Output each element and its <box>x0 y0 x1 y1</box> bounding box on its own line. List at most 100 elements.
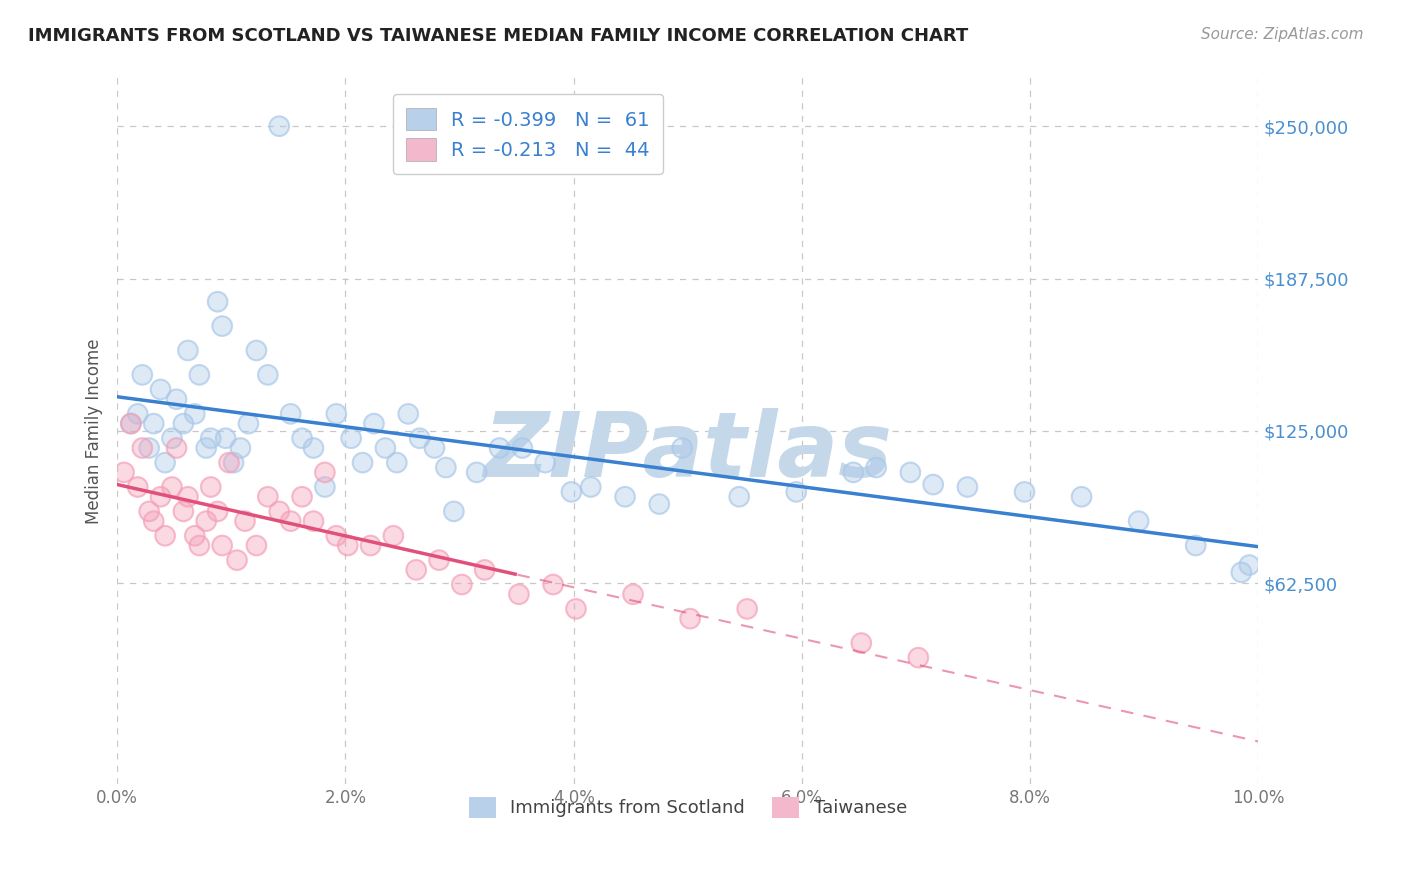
Point <box>508 587 530 601</box>
Point <box>851 636 873 650</box>
Point <box>256 490 278 504</box>
Point <box>177 490 200 504</box>
Point <box>127 480 149 494</box>
Text: IMMIGRANTS FROM SCOTLAND VS TAIWANESE MEDIAN FAMILY INCOME CORRELATION CHART: IMMIGRANTS FROM SCOTLAND VS TAIWANESE ME… <box>28 27 969 45</box>
Point <box>153 456 176 470</box>
Point <box>184 529 207 543</box>
Point <box>131 368 153 382</box>
Point <box>131 441 153 455</box>
Point <box>160 480 183 494</box>
Point <box>314 480 336 494</box>
Point <box>336 539 359 553</box>
Point <box>280 407 302 421</box>
Point <box>534 456 557 470</box>
Point <box>1014 484 1036 499</box>
Point <box>679 612 702 626</box>
Point <box>842 466 865 480</box>
Point <box>785 484 807 499</box>
Point <box>127 407 149 421</box>
Point <box>405 563 427 577</box>
Point <box>291 431 314 445</box>
Point <box>127 407 149 421</box>
Point <box>352 456 374 470</box>
Point <box>166 392 188 407</box>
Point <box>226 553 249 567</box>
Point <box>291 431 314 445</box>
Point <box>1239 558 1261 572</box>
Point <box>560 484 582 499</box>
Point <box>211 539 233 553</box>
Point <box>396 407 419 421</box>
Point <box>405 563 427 577</box>
Point <box>207 294 229 309</box>
Point <box>465 466 488 480</box>
Point <box>238 417 260 431</box>
Point <box>226 553 249 567</box>
Point <box>679 612 702 626</box>
Point <box>166 392 188 407</box>
Point <box>898 466 921 480</box>
Point <box>508 587 530 601</box>
Point <box>222 456 245 470</box>
Point <box>360 539 382 553</box>
Point <box>207 294 229 309</box>
Point <box>1184 539 1206 553</box>
Point <box>149 383 172 397</box>
Point <box>382 529 405 543</box>
Point <box>166 441 188 455</box>
Point <box>956 480 979 494</box>
Point <box>184 529 207 543</box>
Point <box>302 441 325 455</box>
Point <box>512 441 534 455</box>
Point <box>149 490 172 504</box>
Point <box>336 539 359 553</box>
Point <box>238 417 260 431</box>
Point <box>314 466 336 480</box>
Point <box>423 441 446 455</box>
Point <box>149 383 172 397</box>
Point <box>443 504 465 518</box>
Point <box>160 431 183 445</box>
Point <box>229 441 252 455</box>
Point <box>142 417 165 431</box>
Point <box>153 529 176 543</box>
Point <box>222 456 245 470</box>
Point <box>325 407 347 421</box>
Point <box>188 539 211 553</box>
Point <box>374 441 396 455</box>
Point <box>177 490 200 504</box>
Point <box>1230 566 1253 580</box>
Point <box>195 514 218 528</box>
Point <box>423 441 446 455</box>
Point <box>211 319 233 334</box>
Point <box>166 441 188 455</box>
Point <box>325 407 347 421</box>
Point <box>1230 566 1253 580</box>
Point <box>363 417 385 431</box>
Point <box>560 484 582 499</box>
Point <box>1239 558 1261 572</box>
Point <box>269 119 291 133</box>
Point <box>233 514 256 528</box>
Point <box>200 480 222 494</box>
Point <box>842 466 865 480</box>
Point <box>142 417 165 431</box>
Point <box>956 480 979 494</box>
Point <box>207 504 229 518</box>
Point <box>385 456 408 470</box>
Point <box>120 417 142 431</box>
Point <box>534 456 557 470</box>
Point <box>184 407 207 421</box>
Y-axis label: Median Family Income: Median Family Income <box>86 338 103 524</box>
Point <box>434 460 457 475</box>
Point <box>233 514 256 528</box>
Point <box>865 460 887 475</box>
Point <box>735 602 758 616</box>
Point <box>177 343 200 358</box>
Point <box>153 529 176 543</box>
Point <box>352 456 374 470</box>
Point <box>172 504 194 518</box>
Point <box>195 514 218 528</box>
Point <box>200 431 222 445</box>
Text: Source: ZipAtlas.com: Source: ZipAtlas.com <box>1201 27 1364 42</box>
